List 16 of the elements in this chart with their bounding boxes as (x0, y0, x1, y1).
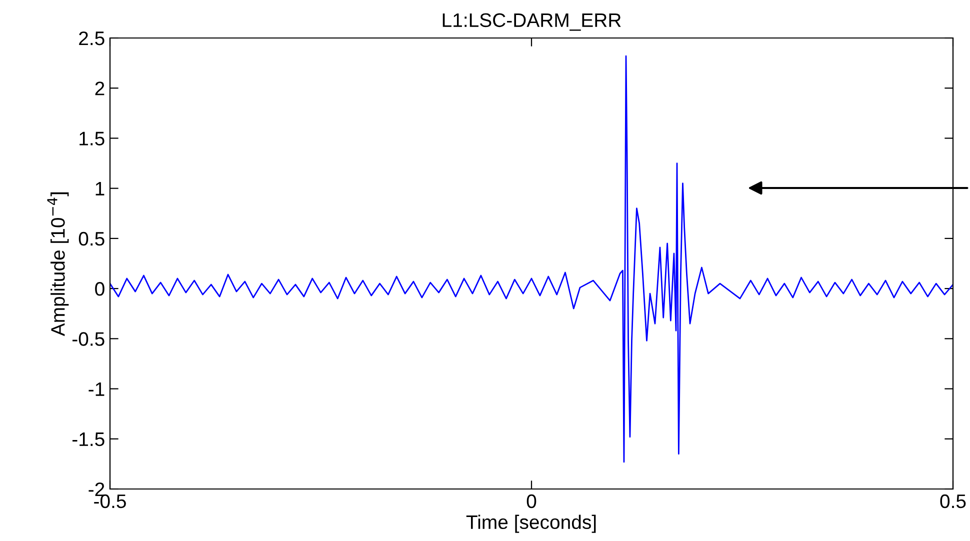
chart-title: L1:LSC-DARM_ERR (442, 13, 621, 31)
y-axis-title: Amplitude [10$^{−4}$] (47, 192, 69, 336)
x-tick-label: 0 (526, 494, 536, 508)
y-tick-label: 2.5 (79, 31, 104, 46)
line-series (110, 55, 953, 463)
y-tick-label: 0.5 (78, 232, 104, 246)
y-tick-label: -0.5 (72, 332, 104, 346)
y-tick-label: -2 (88, 482, 104, 496)
y-tick-label: -1.5 (72, 432, 104, 446)
y-tick-label: 1 (96, 182, 104, 196)
x-axis-title: Time [seconds] (466, 514, 596, 533)
y-tick-label: 2 (95, 82, 104, 96)
y-tick-label: 1.5 (80, 132, 104, 146)
x-tick-label: 0.5 (940, 494, 966, 508)
y-tick-label: -1 (88, 382, 104, 396)
y-tick-label: 0 (95, 282, 104, 296)
